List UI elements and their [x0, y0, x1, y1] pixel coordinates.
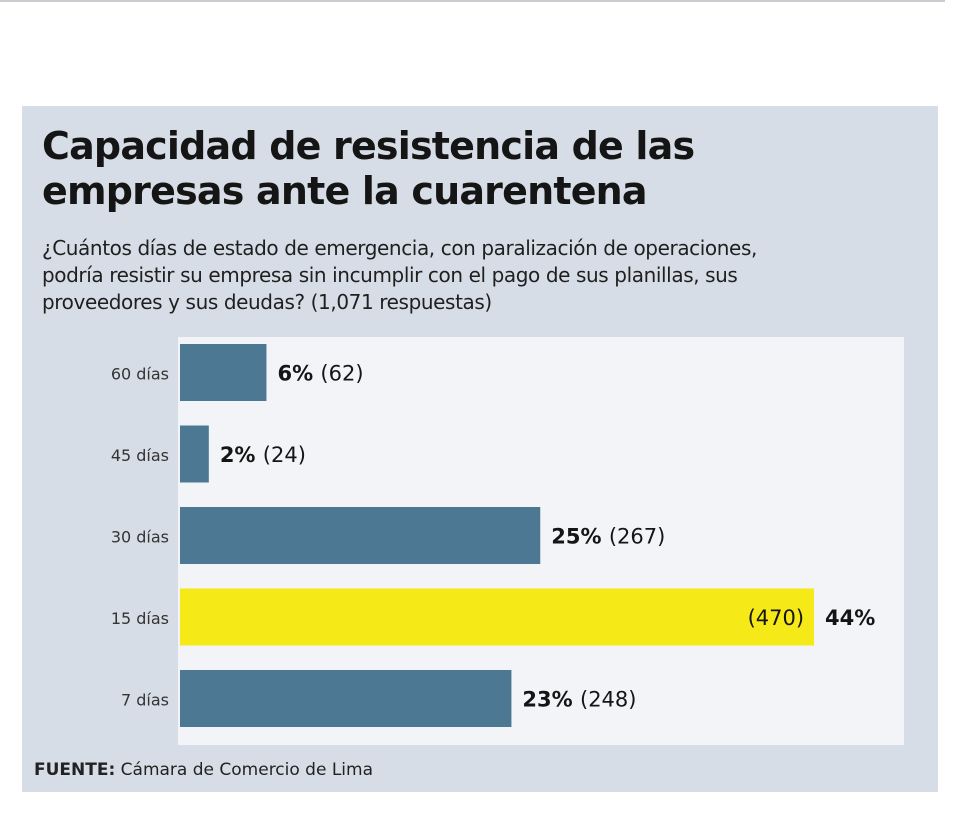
top-divider — [0, 0, 945, 2]
category-label-7-d-as: 7 días — [121, 691, 169, 710]
question-line-1: ¿Cuántos días de estado de emergencia, c… — [42, 236, 757, 260]
count-label-60-d-as: (62) — [320, 362, 363, 386]
bar-chart: 60 días 6% (62) 45 días 2% (24) 30 días 25% (… — [111, 344, 875, 727]
infographic-panel: Capacidad de resistencia de las empresas… — [22, 106, 938, 792]
chart-title: Capacidad de resistencia de las empresas… — [42, 124, 922, 214]
bar-7-d-as — [180, 670, 512, 727]
count-label-30-d-as: (267) — [609, 525, 665, 549]
bar-45-d-as — [180, 425, 209, 483]
percent-label-15-d-as: 44% — [825, 606, 875, 630]
percent-label-30-d-as: 25% — [551, 525, 609, 549]
source-label: FUENTE: — [34, 760, 116, 780]
count-label-15-d-as: (470) — [748, 606, 804, 630]
title-line-1: Capacidad de resistencia de las — [42, 124, 695, 168]
value-label-60-d-as: 6% (62) — [277, 362, 363, 386]
question-line-3: proveedores y sus deudas? (1,071 respues… — [42, 290, 492, 314]
category-label-60-d-as: 60 días — [111, 365, 169, 384]
count-label-45-d-as: (24) — [263, 443, 306, 467]
survey-question: ¿Cuántos días de estado de emergencia, c… — [42, 235, 922, 316]
category-label-45-d-as: 45 días — [111, 446, 169, 465]
bar-30-d-as — [180, 507, 541, 564]
value-label-30-d-as: 25% (267) — [551, 525, 665, 549]
percent-label-45-d-as: 2% — [220, 443, 263, 467]
title-line-2: empresas ante la cuarentena — [42, 169, 648, 213]
count-label-7-d-as: (248) — [580, 688, 636, 712]
category-label-15-d-as: 15 días — [111, 609, 169, 628]
source-note: FUENTE: Cámara de Comercio de Lima — [34, 760, 373, 780]
category-label-30-d-as: 30 días — [111, 528, 169, 547]
percent-label-60-d-as: 6% — [277, 362, 320, 386]
question-line-2: podría resistir su empresa sin incumplir… — [42, 263, 738, 287]
value-label-45-d-as: 2% (24) — [220, 443, 306, 467]
source-text: Cámara de Comercio de Lima — [120, 760, 374, 780]
value-label-7-d-as: 23% (248) — [522, 688, 636, 712]
bar-60-d-as — [180, 344, 267, 401]
percent-label-7-d-as: 23% — [522, 688, 580, 712]
bar-15-d-as — [180, 588, 815, 646]
